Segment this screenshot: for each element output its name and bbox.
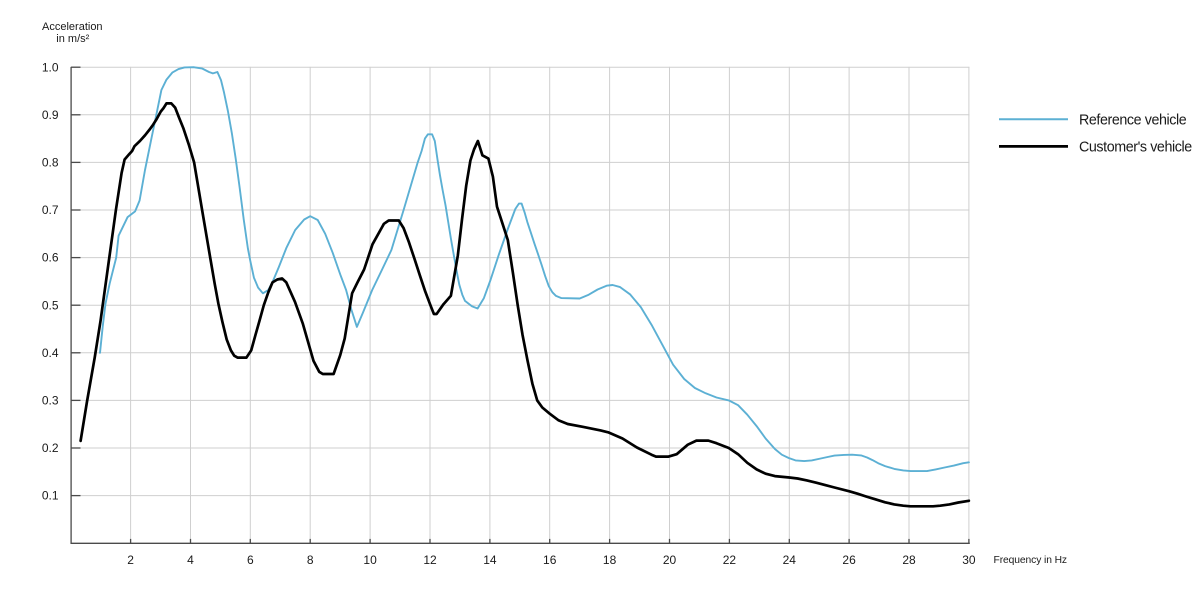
svg-text:0.7: 0.7 [42,203,59,217]
svg-text:24: 24 [783,553,797,567]
svg-text:2: 2 [127,553,134,567]
svg-text:0.8: 0.8 [42,156,59,170]
svg-text:20: 20 [663,553,677,567]
svg-text:0.9: 0.9 [42,108,59,122]
svg-text:22: 22 [723,553,737,567]
svg-text:8: 8 [307,553,314,567]
svg-text:in m/s²: in m/s² [56,33,89,45]
svg-text:16: 16 [543,553,557,567]
svg-text:18: 18 [603,553,617,567]
svg-text:0.5: 0.5 [42,298,59,312]
svg-text:12: 12 [423,553,437,567]
svg-text:1.0: 1.0 [42,60,59,74]
svg-text:0.3: 0.3 [42,394,59,408]
svg-text:10: 10 [363,553,377,567]
svg-text:Reference vehicle: Reference vehicle [1079,112,1187,128]
svg-text:0.2: 0.2 [42,441,59,455]
svg-text:26: 26 [842,553,856,567]
svg-text:Frequency in Hz: Frequency in Hz [994,555,1067,566]
svg-text:30: 30 [962,553,976,567]
svg-text:0.4: 0.4 [42,346,59,360]
svg-text:6: 6 [247,553,254,567]
svg-text:0.6: 0.6 [42,251,59,265]
svg-text:14: 14 [483,553,497,567]
svg-text:0.1: 0.1 [42,489,59,503]
svg-text:Acceleration: Acceleration [42,21,103,33]
svg-text:4: 4 [187,553,194,567]
svg-text:28: 28 [902,553,916,567]
svg-text:Customer's vehicle: Customer's vehicle [1079,139,1192,155]
